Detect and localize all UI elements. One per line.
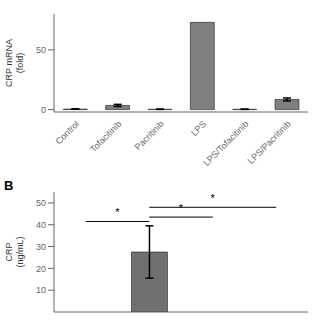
svg-text:Control: Control <box>54 119 82 147</box>
svg-text:CRP(ng/mL): CRP(ng/mL) <box>8 236 25 267</box>
svg-text:50: 50 <box>36 198 46 208</box>
svg-text:10: 10 <box>36 285 46 295</box>
svg-text:*: * <box>115 206 120 218</box>
svg-text:0: 0 <box>41 105 46 115</box>
svg-text:LPS/Pacritinib: LPS/Pacritinib <box>246 119 293 166</box>
svg-text:50: 50 <box>36 45 46 55</box>
svg-text:20: 20 <box>36 264 46 274</box>
svg-text:LPS: LPS <box>189 119 208 138</box>
svg-text:*: * <box>211 192 216 204</box>
svg-text:Pacritinib: Pacritinib <box>133 119 166 152</box>
svg-text:30: 30 <box>36 242 46 252</box>
svg-text:CRP mRNA(fold): CRP mRNA(fold) <box>8 39 25 87</box>
svg-text:LPS/Tofacitinib: LPS/Tofacitinib <box>201 119 250 168</box>
html-text:B: B <box>4 178 14 193</box>
svg-text:*: * <box>179 202 184 214</box>
svg-text:40: 40 <box>36 220 46 230</box>
svg-text:Tofacitinib: Tofacitinib <box>88 119 123 154</box>
